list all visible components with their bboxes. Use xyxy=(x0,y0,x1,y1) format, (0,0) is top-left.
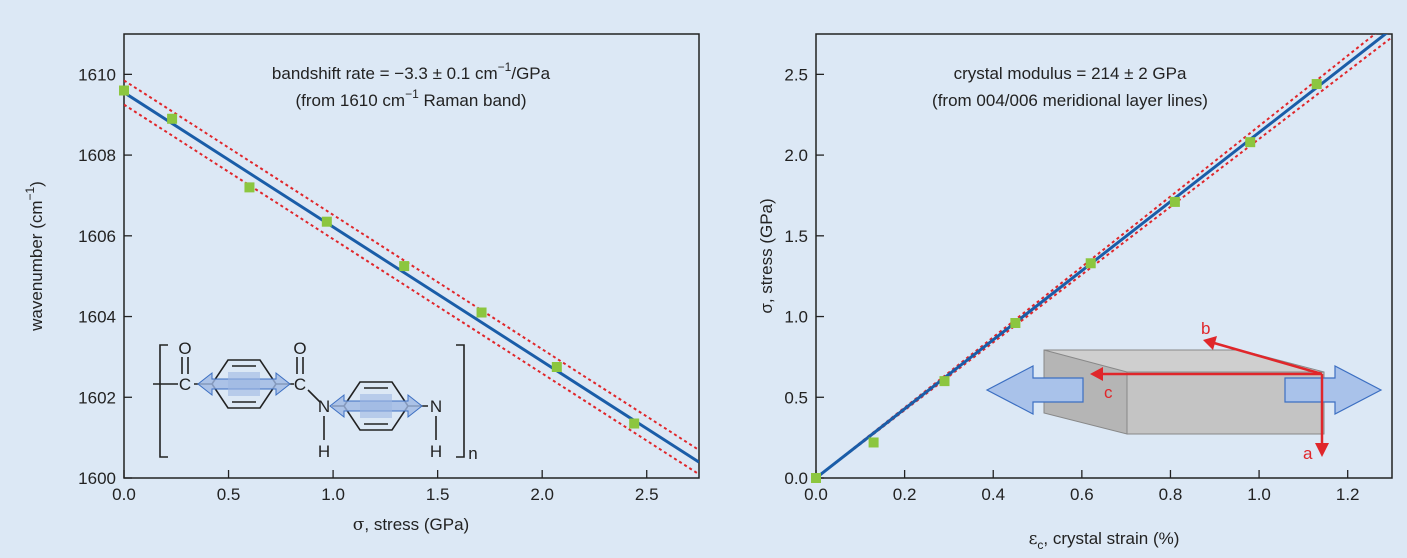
l-y-tick-label: 1604 xyxy=(78,308,116,327)
atom-h2: H xyxy=(430,442,442,461)
atom-h1: H xyxy=(318,442,330,461)
left-fit-line xyxy=(124,91,699,464)
repeat-subscript: n xyxy=(468,444,477,463)
b-axis-line xyxy=(1213,341,1323,376)
r-data-point xyxy=(1245,137,1256,148)
r-x-tick-label: 0.0 xyxy=(804,485,828,504)
l-y-tick-label: 1602 xyxy=(78,388,116,407)
l-x-tick-label: 0.0 xyxy=(112,485,136,504)
atom-o2: O xyxy=(293,339,306,358)
r-y-tick-label: 2.5 xyxy=(784,65,808,84)
right-bracket xyxy=(456,344,465,458)
left-x-axis-label: σ, stress (GPa) xyxy=(353,515,469,535)
r-y-tick-label: 2.0 xyxy=(784,146,808,165)
right-strain-arrow xyxy=(1284,365,1383,415)
right-x-axis-label: εc, crystal strain (%) xyxy=(1029,529,1180,552)
left-bracket xyxy=(159,344,168,458)
l-x-tick-label: 0.5 xyxy=(217,485,241,504)
r-data-point xyxy=(1085,258,1096,269)
crystal-illustration: c b a xyxy=(985,319,1383,463)
right-chart: 0.0 0.2 0.4 0.6 0.8 1.0 1.2 0.0 0.5 1.0 1.5 2.0 2.5… xyxy=(757,33,1393,552)
r-regression-line xyxy=(816,34,1388,478)
left-data-points xyxy=(119,85,640,429)
l-data-point xyxy=(244,182,255,193)
r-y-tick-label: 0.0 xyxy=(784,469,808,488)
c-axis-label: c xyxy=(1104,383,1113,402)
left-annotation-line1: bandshift rate = −3.3 ± 0.1 cm−1/GPa xyxy=(272,60,551,83)
left-chart: 0.0 0.5 1.0 1.5 2.0 2.5 160016021604160616081… xyxy=(23,33,700,535)
right-fit-line xyxy=(816,34,1388,478)
l-y-tick-label: 1600 xyxy=(78,469,116,488)
r-data-point xyxy=(811,473,821,483)
left-x-ticks: 0.0 0.5 1.0 1.5 2.0 2.5 xyxy=(112,470,659,504)
b-axis-arrowhead xyxy=(1203,336,1217,350)
l-y-tick-label: 1610 xyxy=(78,65,116,84)
l-data-point xyxy=(551,362,562,372)
right-y-ticks: 0.0 0.5 1.0 1.5 2.0 2.5 xyxy=(784,65,824,488)
right-x-ticks: 0.0 0.2 0.4 0.6 0.8 1.0 1.2 xyxy=(804,470,1360,504)
atom-n1: N xyxy=(318,397,330,416)
r-data-point xyxy=(939,376,950,387)
atom-o1: O xyxy=(178,339,191,358)
r-y-tick-label: 1.0 xyxy=(784,308,808,327)
ring1-fill xyxy=(228,372,260,396)
left-y-axis-label: wavenumber (cm−1) xyxy=(23,181,46,332)
right-annotation-line1: crystal modulus = 214 ± 2 GPa xyxy=(954,64,1187,83)
c-axis-arrowhead xyxy=(1090,367,1103,381)
r-data-point xyxy=(1010,318,1021,329)
a-axis-label: a xyxy=(1303,444,1313,463)
l-x-tick-label: 1.0 xyxy=(321,485,345,504)
right-data-points xyxy=(811,79,1322,483)
r-data-point xyxy=(868,437,879,448)
r-x-tick-label: 1.0 xyxy=(1247,485,1271,504)
l-x-tick-label: 2.5 xyxy=(635,485,659,504)
r-x-tick-label: 0.2 xyxy=(893,485,917,504)
r-y-tick-label: 1.5 xyxy=(784,227,808,246)
crystal-front-face xyxy=(1126,371,1325,435)
l-regression-line xyxy=(124,91,699,464)
atom-c1: C xyxy=(179,375,191,394)
left-y-ticks: 1600 1602 1604 1606 1608 1610 xyxy=(78,65,132,488)
left-annotation-line2: (from 1610 cm−1 Raman band) xyxy=(295,87,526,110)
r-x-tick-label: 1.2 xyxy=(1336,485,1360,504)
r-x-tick-label: 0.6 xyxy=(1070,485,1094,504)
l-x-tick-label: 2.0 xyxy=(530,485,554,504)
l-data-point xyxy=(167,113,178,124)
l-data-point xyxy=(399,261,410,272)
l-data-point xyxy=(476,307,487,318)
ring-strain-arrows xyxy=(197,371,423,419)
right-y-axis-label: σ, stress (GPa) xyxy=(757,198,776,313)
atom-n2: N xyxy=(430,397,442,416)
r-x-tick-label: 0.8 xyxy=(1159,485,1183,504)
r-data-point xyxy=(1311,79,1322,90)
r-data-point xyxy=(1169,196,1180,207)
r-x-tick-label: 0.4 xyxy=(981,485,1005,504)
l-y-tick-label: 1608 xyxy=(78,146,116,165)
right-annotation-line2: (from 004/006 meridional layer lines) xyxy=(932,91,1208,110)
l-y-tick-label: 1606 xyxy=(78,227,116,246)
bond-c2-n1 xyxy=(307,389,321,403)
b-axis-label: b xyxy=(1201,319,1210,338)
atom-c2: C xyxy=(294,375,306,394)
ring2-fill xyxy=(360,394,392,418)
l-data-point xyxy=(321,216,332,227)
left-strain-arrow xyxy=(985,365,1084,415)
r-y-tick-label: 0.5 xyxy=(784,388,808,407)
l-data-point xyxy=(629,418,640,429)
l-data-point xyxy=(119,85,129,96)
l-x-tick-label: 1.5 xyxy=(426,485,450,504)
a-axis-arrowhead xyxy=(1315,443,1329,457)
